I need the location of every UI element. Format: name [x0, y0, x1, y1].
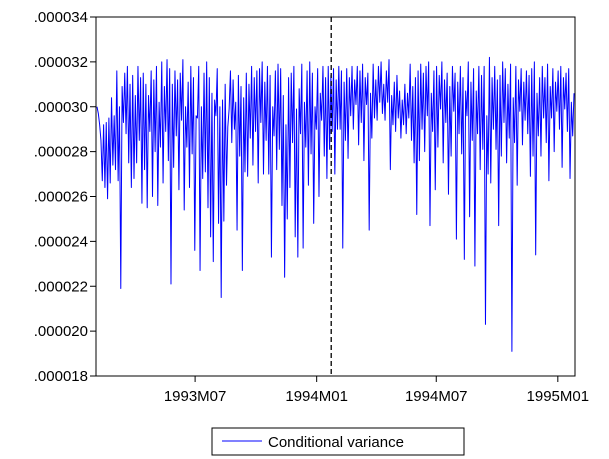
- plot-area: [96, 17, 575, 376]
- x-tick-label: 1994M01: [285, 388, 348, 405]
- y-axis: .000018 .000020 .000022 .000024 .000026 .0000…: [34, 9, 96, 385]
- y-tick-label: .000030: [34, 99, 88, 116]
- legend-label-conditional-variance: Conditional variance: [268, 434, 404, 451]
- y-tick-label: .000028: [34, 144, 88, 161]
- x-tick-label: 1995M01: [527, 388, 590, 405]
- y-tick-label: .000020: [34, 323, 88, 340]
- y-tick-label: .000026: [34, 189, 88, 206]
- y-tick-label: .000034: [34, 9, 88, 26]
- x-axis: 1993M07 1994M01 1994M07 1995M01: [164, 376, 589, 405]
- y-tick-label: .000024: [34, 233, 88, 250]
- y-tick-label: .000022: [34, 278, 88, 295]
- series-line-conditional-variance: [96, 56, 575, 352]
- plot-frame: [95, 16, 576, 377]
- x-tick-label: 1993M07: [164, 388, 227, 405]
- y-tick-label: .000032: [34, 54, 88, 71]
- x-tick-label: 1994M07: [405, 388, 468, 405]
- legend: Conditional variance: [211, 427, 465, 456]
- y-tick-label: .000018: [34, 368, 88, 385]
